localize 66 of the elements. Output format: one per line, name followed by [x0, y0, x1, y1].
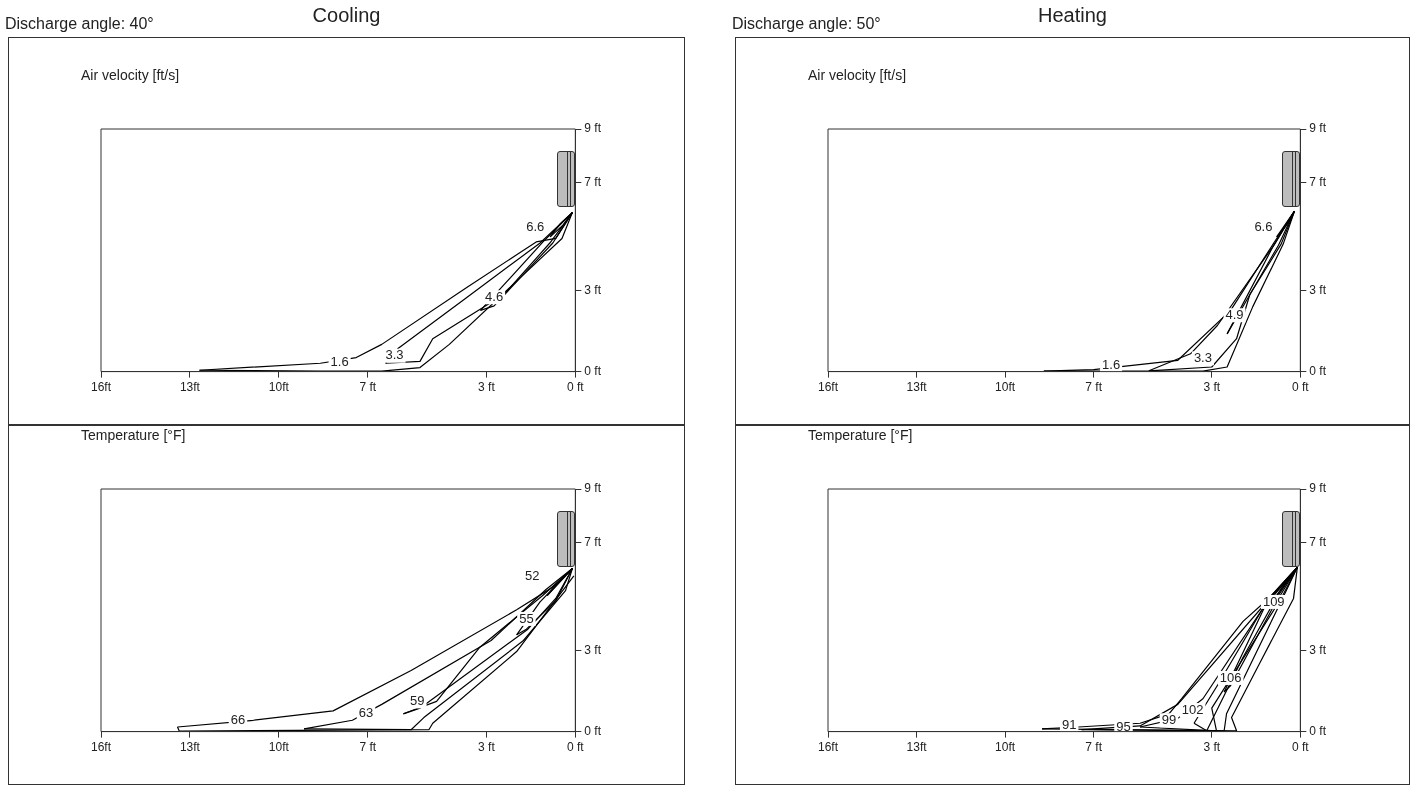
x-tick-label: 3 ft [1203, 380, 1221, 395]
y-axis-title: Temperature [°F] [81, 427, 186, 443]
x-tick-label: 7 ft [359, 740, 377, 755]
x-tick-label: 13ft [179, 380, 201, 395]
x-tick-label: 13ft [906, 380, 928, 395]
x-tick-label: 16ft [90, 740, 112, 755]
annotation: 99 [1161, 711, 1177, 727]
annotation: 91 [1061, 716, 1077, 732]
x-tick-label: 10ft [268, 380, 290, 395]
y-tick-label: 3 ft [1309, 643, 1327, 658]
x-tick-label: 13ft [179, 740, 201, 755]
x-tick-label: 7 ft [359, 380, 377, 395]
x-tick-label: 0 ft [1291, 740, 1310, 755]
x-tick-label: 7 ft [1085, 380, 1103, 395]
y-tick-label: 7 ft [584, 175, 602, 190]
annotation: 66 [230, 711, 246, 727]
x-tick-label: 10ft [995, 380, 1016, 395]
y-tick-label: 3 ft [1309, 283, 1327, 298]
annotation: 1.6 [330, 353, 349, 369]
annotation: 3.3 [1193, 349, 1212, 365]
x-tick-label: 16ft [90, 380, 112, 395]
annotation: 4.6 [485, 288, 504, 304]
annotation: 55 [519, 610, 534, 626]
x-tick-label: 0 ft [566, 380, 585, 395]
y-tick-label: 3 ft [584, 283, 602, 298]
y-tick-label: 3 ft [584, 643, 602, 658]
y-axis-title: Air velocity [ft/s] [81, 67, 180, 83]
chart-title: Cooling [312, 4, 381, 27]
x-tick-label: 3 ft [1203, 740, 1221, 755]
x-tick-label: 10ft [995, 740, 1016, 755]
annotation: 4.9 [1225, 306, 1244, 322]
annotation: 3.3 [385, 347, 404, 363]
y-tick-label: 7 ft [1309, 175, 1327, 190]
annotation: 52 [525, 568, 540, 584]
y-tick-label: 9 ft [584, 121, 602, 136]
y-axis-title: Air velocity [ft/s] [808, 67, 907, 83]
annotation: 95 [1116, 719, 1131, 735]
y-axis-title: Temperature [°F] [808, 427, 913, 443]
y-tick-label: 0 ft [584, 363, 602, 378]
y-tick-label: 0 ft [1309, 363, 1327, 378]
annotation: 1.6 [1102, 356, 1121, 372]
chart-title: Heating [1038, 4, 1107, 27]
x-tick-label: 3 ft [478, 380, 496, 395]
x-tick-label: 0 ft [1291, 380, 1310, 395]
annotation: 102 [1181, 701, 1204, 717]
x-tick-label: 10ft [268, 740, 290, 755]
x-tick-label: 13ft [906, 740, 928, 755]
y-tick-label: 9 ft [1309, 121, 1327, 136]
annotation: 6.6 [526, 218, 545, 234]
annotation: 6.6 [1254, 218, 1273, 234]
x-tick-label: 3 ft [478, 740, 496, 755]
chart-subtitle: Discharge angle: 50° [732, 15, 881, 33]
x-tick-label: 16ft [817, 380, 839, 395]
y-tick-label: 7 ft [584, 535, 602, 550]
annotation: 63 [358, 705, 374, 721]
x-tick-label: 0 ft [566, 740, 585, 755]
y-tick-label: 0 ft [584, 723, 602, 738]
y-tick-label: 9 ft [584, 481, 602, 496]
x-tick-label: 7 ft [1085, 740, 1103, 755]
y-tick-label: 7 ft [1309, 535, 1327, 550]
x-tick-label: 16ft [817, 740, 839, 755]
chart-subtitle: Discharge angle: 40° [5, 15, 154, 33]
annotation: 59 [410, 692, 425, 708]
y-tick-label: 9 ft [1309, 481, 1327, 496]
annotation: 106 [1219, 669, 1242, 685]
y-tick-label: 0 ft [1309, 723, 1327, 738]
